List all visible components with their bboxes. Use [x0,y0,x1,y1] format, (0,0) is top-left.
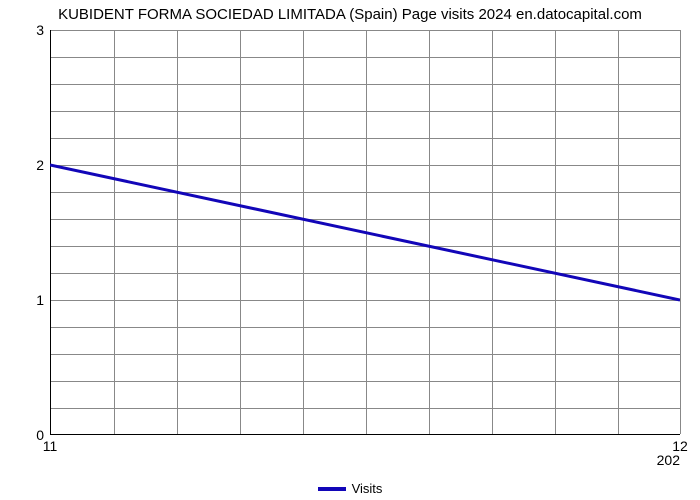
gridline-v [366,30,367,434]
y-tick-label: 2 [4,157,44,173]
y-tick-label: 3 [4,22,44,38]
gridline-v [303,30,304,434]
x-under-label: 202 [657,452,680,468]
gridline-v [555,30,556,434]
legend: Visits [0,480,700,496]
gridline-v [680,30,681,434]
chart-title: KUBIDENT FORMA SOCIEDAD LIMITADA (Spain)… [0,6,700,23]
y-tick-label: 1 [4,292,44,308]
plot-area [50,30,680,435]
gridline-v [177,30,178,434]
y-tick-label: 0 [4,427,44,443]
legend-swatch [318,487,346,491]
gridline-v [240,30,241,434]
gridline-v [429,30,430,434]
visits-chart: KUBIDENT FORMA SOCIEDAD LIMITADA (Spain)… [0,0,700,500]
gridline-v [618,30,619,434]
gridline-v [114,30,115,434]
gridline-v [492,30,493,434]
x-tick-label: 11 [43,438,58,454]
legend-label: Visits [352,481,383,496]
